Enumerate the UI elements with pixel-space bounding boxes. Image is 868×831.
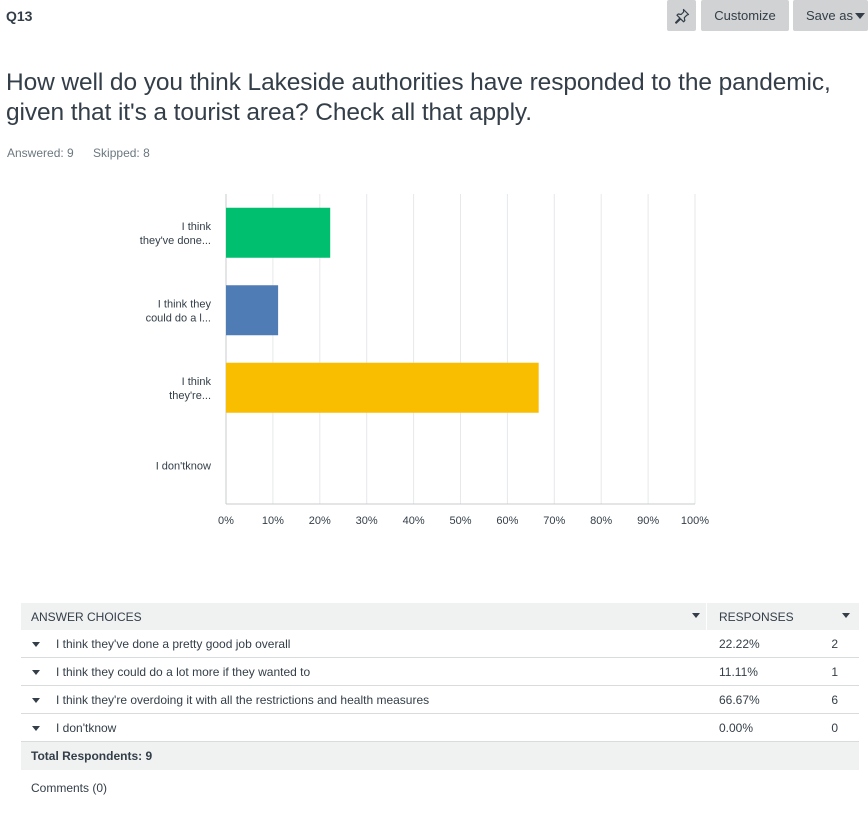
table-row: I think they've done a pretty good job o… [21,630,859,658]
total-respondents-label: Total Respondents: 9 [31,749,153,763]
response-percent: 0.00% [719,721,754,735]
x-tick-label: 40% [403,515,425,527]
answer-table: ANSWER CHOICES RESPONSES I think they've… [21,603,859,770]
chevron-down-icon[interactable] [32,670,40,675]
response-count: 6 [831,693,838,707]
x-tick-label: 10% [262,515,284,527]
category-label: I don'tknow [156,460,211,472]
chevron-down-icon[interactable] [692,613,700,618]
skipped-count: Skipped: 8 [93,146,150,160]
chevron-down-icon[interactable] [32,698,40,703]
bar[interactable] [226,285,279,336]
x-tick-label: 20% [309,515,331,527]
response-percent: 22.22% [719,637,760,651]
x-tick-label: 0% [218,515,234,527]
x-tick-label: 80% [590,515,612,527]
save-as-button[interactable]: Save as [793,0,868,31]
response-count: 1 [831,665,838,679]
category-label: they're... [169,390,211,402]
answered-count: Answered: 9 [7,146,74,160]
response-stats: Answered: 9 Skipped: 8 [7,146,166,160]
answer-choice-label: I think they could do a lot more if they… [56,665,311,679]
bar[interactable] [226,207,331,258]
chevron-down-icon[interactable] [32,642,40,647]
question-title: How well do you think Lakeside authoriti… [6,68,868,128]
question-title-line-2: given that it's a tourist area? Check al… [6,99,532,126]
table-row: I think they could do a lot more if they… [21,658,859,686]
pin-button[interactable] [667,0,696,31]
x-tick-label: 50% [449,515,471,527]
save-as-label: Save as [806,8,853,23]
answer-choice-label: I think they're overdoing it with all th… [56,693,430,707]
pin-icon [674,8,689,24]
chevron-down-icon[interactable] [842,613,850,618]
comments-link[interactable]: Comments (0) [31,781,108,795]
bar-chart: 0% 10% 20% 30% 40% 50% 60% 70% 80% 90% 100% I think… [140,194,709,527]
header-divider [706,603,707,630]
x-tick-label: 70% [543,515,565,527]
x-tick-label: 90% [637,515,659,527]
question-number: Q13 [6,8,33,24]
response-count: 2 [831,637,838,651]
response-count: 0 [831,721,838,735]
category-label: I think they [158,298,212,310]
response-percent: 66.67% [719,693,760,707]
x-tick-label: 60% [496,515,518,527]
header-responses[interactable]: RESPONSES [719,610,794,624]
x-tick-label: 30% [356,515,378,527]
category-label: they've done... [140,235,211,247]
category-label: I think [182,221,212,233]
x-tick-label: 100% [681,515,709,527]
chevron-down-icon [854,12,865,19]
category-label: could do a l... [146,312,211,324]
header-answer-choices[interactable]: ANSWER CHOICES [31,610,142,624]
bar[interactable] [226,362,539,413]
question-title-line-1: How well do you think Lakeside authoriti… [6,69,831,96]
total-respondents: Total Respondents: 9 [21,742,859,770]
answer-choice-label: I think they've done a pretty good job o… [56,637,291,651]
chevron-down-icon[interactable] [32,726,40,731]
table-header: ANSWER CHOICES RESPONSES [21,603,859,630]
category-label: I think [182,376,212,388]
customize-button[interactable]: Customize [701,0,789,31]
table-row: I don'tknow 0.00% 0 [21,714,859,742]
response-percent: 11.11% [719,665,758,679]
answer-choice-label: I don'tknow [56,721,117,735]
table-row: I think they're overdoing it with all th… [21,686,859,714]
